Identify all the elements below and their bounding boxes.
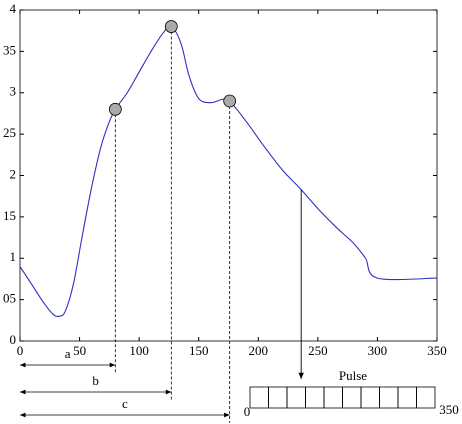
pulse-cell bbox=[286, 386, 306, 409]
x-tick-label: 300 bbox=[368, 343, 388, 358]
marker bbox=[164, 20, 178, 33]
x-tick-label: 200 bbox=[249, 343, 269, 358]
pulse-cell bbox=[268, 386, 288, 409]
pulse-cell bbox=[397, 386, 417, 409]
y-tick-label: 05 bbox=[3, 291, 16, 306]
y-tick-label: 4 bbox=[10, 1, 17, 16]
pulse-cell bbox=[360, 386, 380, 409]
pulse-cell bbox=[323, 386, 343, 409]
interval-label: b bbox=[92, 373, 99, 388]
marker bbox=[108, 102, 122, 116]
x-tick-label: 50 bbox=[73, 343, 86, 358]
pulse-cell bbox=[249, 386, 269, 409]
y-tick-label: 1 bbox=[10, 249, 17, 264]
plot-frame bbox=[19, 9, 438, 342]
y-tick-label: 25 bbox=[3, 125, 16, 140]
interval-label: c bbox=[122, 396, 128, 411]
pulse-cell bbox=[379, 386, 399, 409]
pulse-cell bbox=[416, 386, 436, 409]
y-tick-label: 0 bbox=[10, 332, 17, 347]
pulse-start: 0 bbox=[244, 404, 251, 419]
y-tick-label: 35 bbox=[3, 42, 16, 57]
interval-label: a bbox=[65, 346, 71, 361]
x-tick-label: 100 bbox=[129, 343, 149, 358]
pulse-label: Pulse bbox=[339, 368, 367, 383]
x-tick-label: 350 bbox=[427, 343, 447, 358]
pulse-cell bbox=[342, 386, 362, 409]
y-tick-label: 3 bbox=[10, 84, 17, 99]
x-tick-label: 250 bbox=[308, 343, 328, 358]
y-tick-label: 2 bbox=[10, 166, 17, 181]
y-tick-label: 15 bbox=[3, 208, 16, 223]
line bbox=[19, 25, 438, 318]
pulse-end: 350 bbox=[439, 402, 459, 417]
x-tick-label: 150 bbox=[189, 343, 209, 358]
pulse-cell bbox=[305, 386, 325, 409]
x-tick-label: 0 bbox=[17, 343, 24, 358]
marker bbox=[223, 94, 237, 108]
